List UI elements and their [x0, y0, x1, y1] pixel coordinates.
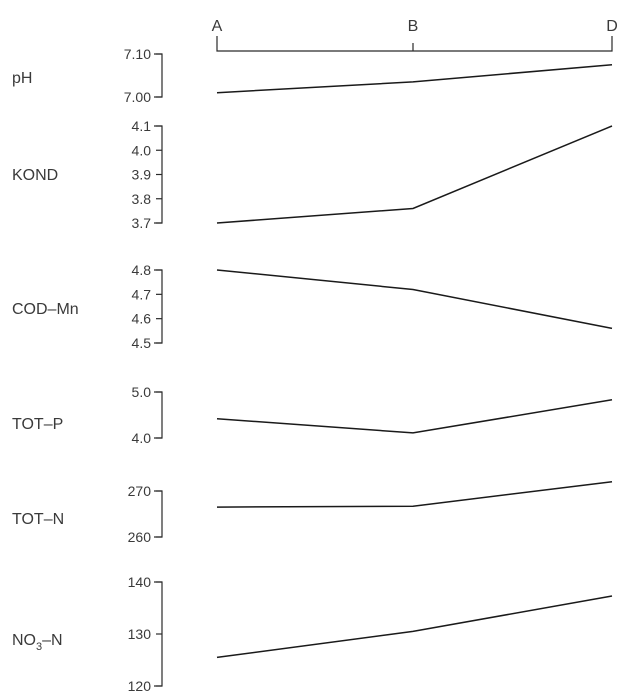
site-label-d: D: [606, 18, 618, 35]
y-tick-label-5-2: 260: [128, 529, 152, 545]
y-tick-label-3-1: 4.8: [132, 262, 152, 278]
parameter-label-3: COD–Mn: [12, 301, 79, 318]
parameter-label-2: KOND: [12, 167, 58, 184]
series-line-3: [216, 269, 613, 330]
y-axis-3: [154, 269, 163, 344]
y-axis-4: [154, 391, 163, 439]
series-line-4: [216, 399, 613, 434]
y-axis-5: [154, 490, 163, 538]
site-axis-line: [216, 36, 613, 52]
y-tick-label-2-1: 4.1: [132, 118, 152, 134]
y-tick-label-2-2: 4.0: [132, 142, 152, 158]
y-tick-label-6-2: 130: [128, 626, 152, 642]
parameter-label-5: TOT–N: [12, 511, 64, 528]
y-tick-label-3-2: 4.7: [132, 286, 152, 302]
series-line-6: [216, 595, 613, 659]
y-tick-label-3-4: 4.5: [132, 335, 152, 351]
y-tick-label-5-1: 270: [128, 483, 152, 499]
y-tick-label-2-5: 3.7: [132, 215, 152, 231]
parameter-label-6: NO3–N: [12, 632, 63, 653]
y-tick-label-2-3: 3.9: [132, 167, 152, 183]
y-tick-label-1-1: 7.10: [124, 46, 151, 62]
y-tick-label-4-2: 4.0: [132, 430, 152, 446]
y-tick-label-2-4: 3.8: [132, 191, 152, 207]
y-tick-label-6-1: 140: [128, 574, 152, 590]
series-line-5: [216, 481, 613, 508]
site-label-a: A: [212, 18, 223, 35]
series-line-2: [216, 125, 613, 224]
y-tick-label-1-2: 7.00: [124, 89, 151, 105]
series-line-1: [216, 63, 613, 94]
y-tick-label-3-3: 4.6: [132, 311, 152, 327]
y-tick-label-4-1: 5.0: [132, 384, 152, 400]
y-tick-label-6-3: 120: [128, 678, 152, 694]
site-label-b: B: [408, 18, 419, 35]
parameter-label-1: pH: [12, 70, 32, 87]
y-axis-1: [154, 53, 163, 98]
parameter-label-4: TOT–P: [12, 416, 63, 433]
